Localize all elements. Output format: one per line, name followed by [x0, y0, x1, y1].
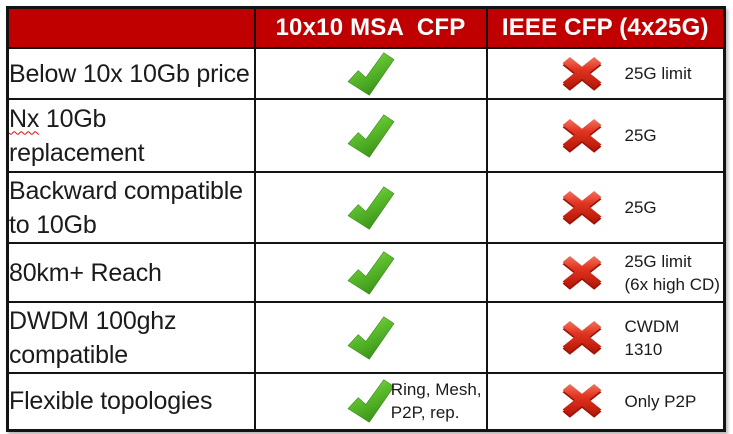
- spellcheck-word: Nx: [9, 104, 40, 133]
- ieee-cell: 25G: [485, 171, 726, 244]
- msa-cell: [253, 98, 488, 173]
- feature-label: Below 10x 10Gb price: [6, 47, 256, 100]
- table-row: Backward compatible to 10Gb: [6, 171, 726, 244]
- msa-cell: [253, 301, 488, 374]
- msa-cell: [253, 171, 488, 244]
- table-row: Below 10x 10Gb price: [6, 47, 726, 100]
- check-icon: [345, 379, 397, 423]
- ieee-note: 25G limit (6x high CD): [624, 251, 720, 294]
- comparison-table-wrap: 10x10 MSA CFP IEEE CFP (4x25G) Below 10x…: [6, 6, 726, 432]
- cross-icon: [562, 56, 602, 91]
- feature-text: Nx 10Gb: [9, 104, 107, 133]
- feature-text: compatible: [9, 340, 128, 369]
- check-icon: [345, 250, 397, 295]
- feature-text: Backward compatible: [9, 176, 243, 205]
- ieee-cell: 25G: [485, 98, 726, 173]
- check-icon: [345, 185, 397, 230]
- check-icon: [345, 113, 397, 158]
- ieee-note: Only P2P: [624, 391, 697, 411]
- feature-label: Backward compatible to 10Gb: [6, 171, 256, 244]
- comparison-table: 10x10 MSA CFP IEEE CFP (4x25G) Below 10x…: [6, 6, 726, 432]
- feature-label: DWDM 100ghz compatible: [6, 301, 256, 374]
- table-row: Flexible topologies Ring, Mesh, P2P, rep…: [6, 372, 726, 431]
- feature-label: Flexible topologies: [6, 372, 256, 431]
- msa-cell: Ring, Mesh, P2P, rep.: [253, 372, 488, 431]
- ieee-note: 25G: [624, 198, 657, 217]
- feature-text: Flexible topologies: [9, 387, 213, 416]
- feature-text: to 10Gb: [9, 210, 97, 239]
- ieee-cell: CWDM 1310: [485, 301, 726, 374]
- feature-text: Below 10x 10Gb price: [9, 59, 250, 88]
- cross-icon: [562, 384, 602, 418]
- cross-icon: [562, 118, 602, 153]
- ieee-note: 25G limit: [624, 64, 692, 83]
- msa-note: Ring, Mesh, P2P, rep.: [390, 380, 482, 423]
- ieee-note: CWDM 1310: [624, 316, 680, 359]
- feature-text: 80km+ Reach: [9, 258, 162, 287]
- feature-text: DWDM 100ghz: [9, 306, 177, 335]
- table-row: 80km+ Reach: [6, 242, 726, 303]
- feature-label: Nx 10Gb replacement: [6, 98, 256, 173]
- cross-icon: [562, 190, 602, 225]
- header-cell-empty: [6, 6, 256, 49]
- table-row: Nx 10Gb replacement: [6, 98, 726, 173]
- cross-icon: [562, 320, 602, 355]
- check-icon: [345, 315, 397, 360]
- msa-cell: [253, 47, 488, 100]
- ieee-cell: 25G limit: [485, 47, 726, 100]
- ieee-note: 25G: [624, 126, 657, 145]
- header-cell-ieee: IEEE CFP (4x25G): [485, 6, 726, 49]
- cross-icon: [562, 255, 602, 290]
- ieee-cell: Only P2P: [485, 372, 726, 431]
- ieee-cell: 25G limit (6x high CD): [485, 242, 726, 303]
- feature-text: replacement: [9, 138, 145, 167]
- table-row: DWDM 100ghz compatible: [6, 301, 726, 374]
- msa-cell: [253, 242, 488, 303]
- check-icon: [345, 51, 397, 96]
- feature-label: 80km+ Reach: [6, 242, 256, 303]
- header-cell-msa: 10x10 MSA CFP: [253, 6, 488, 49]
- header-row: 10x10 MSA CFP IEEE CFP (4x25G): [6, 6, 726, 49]
